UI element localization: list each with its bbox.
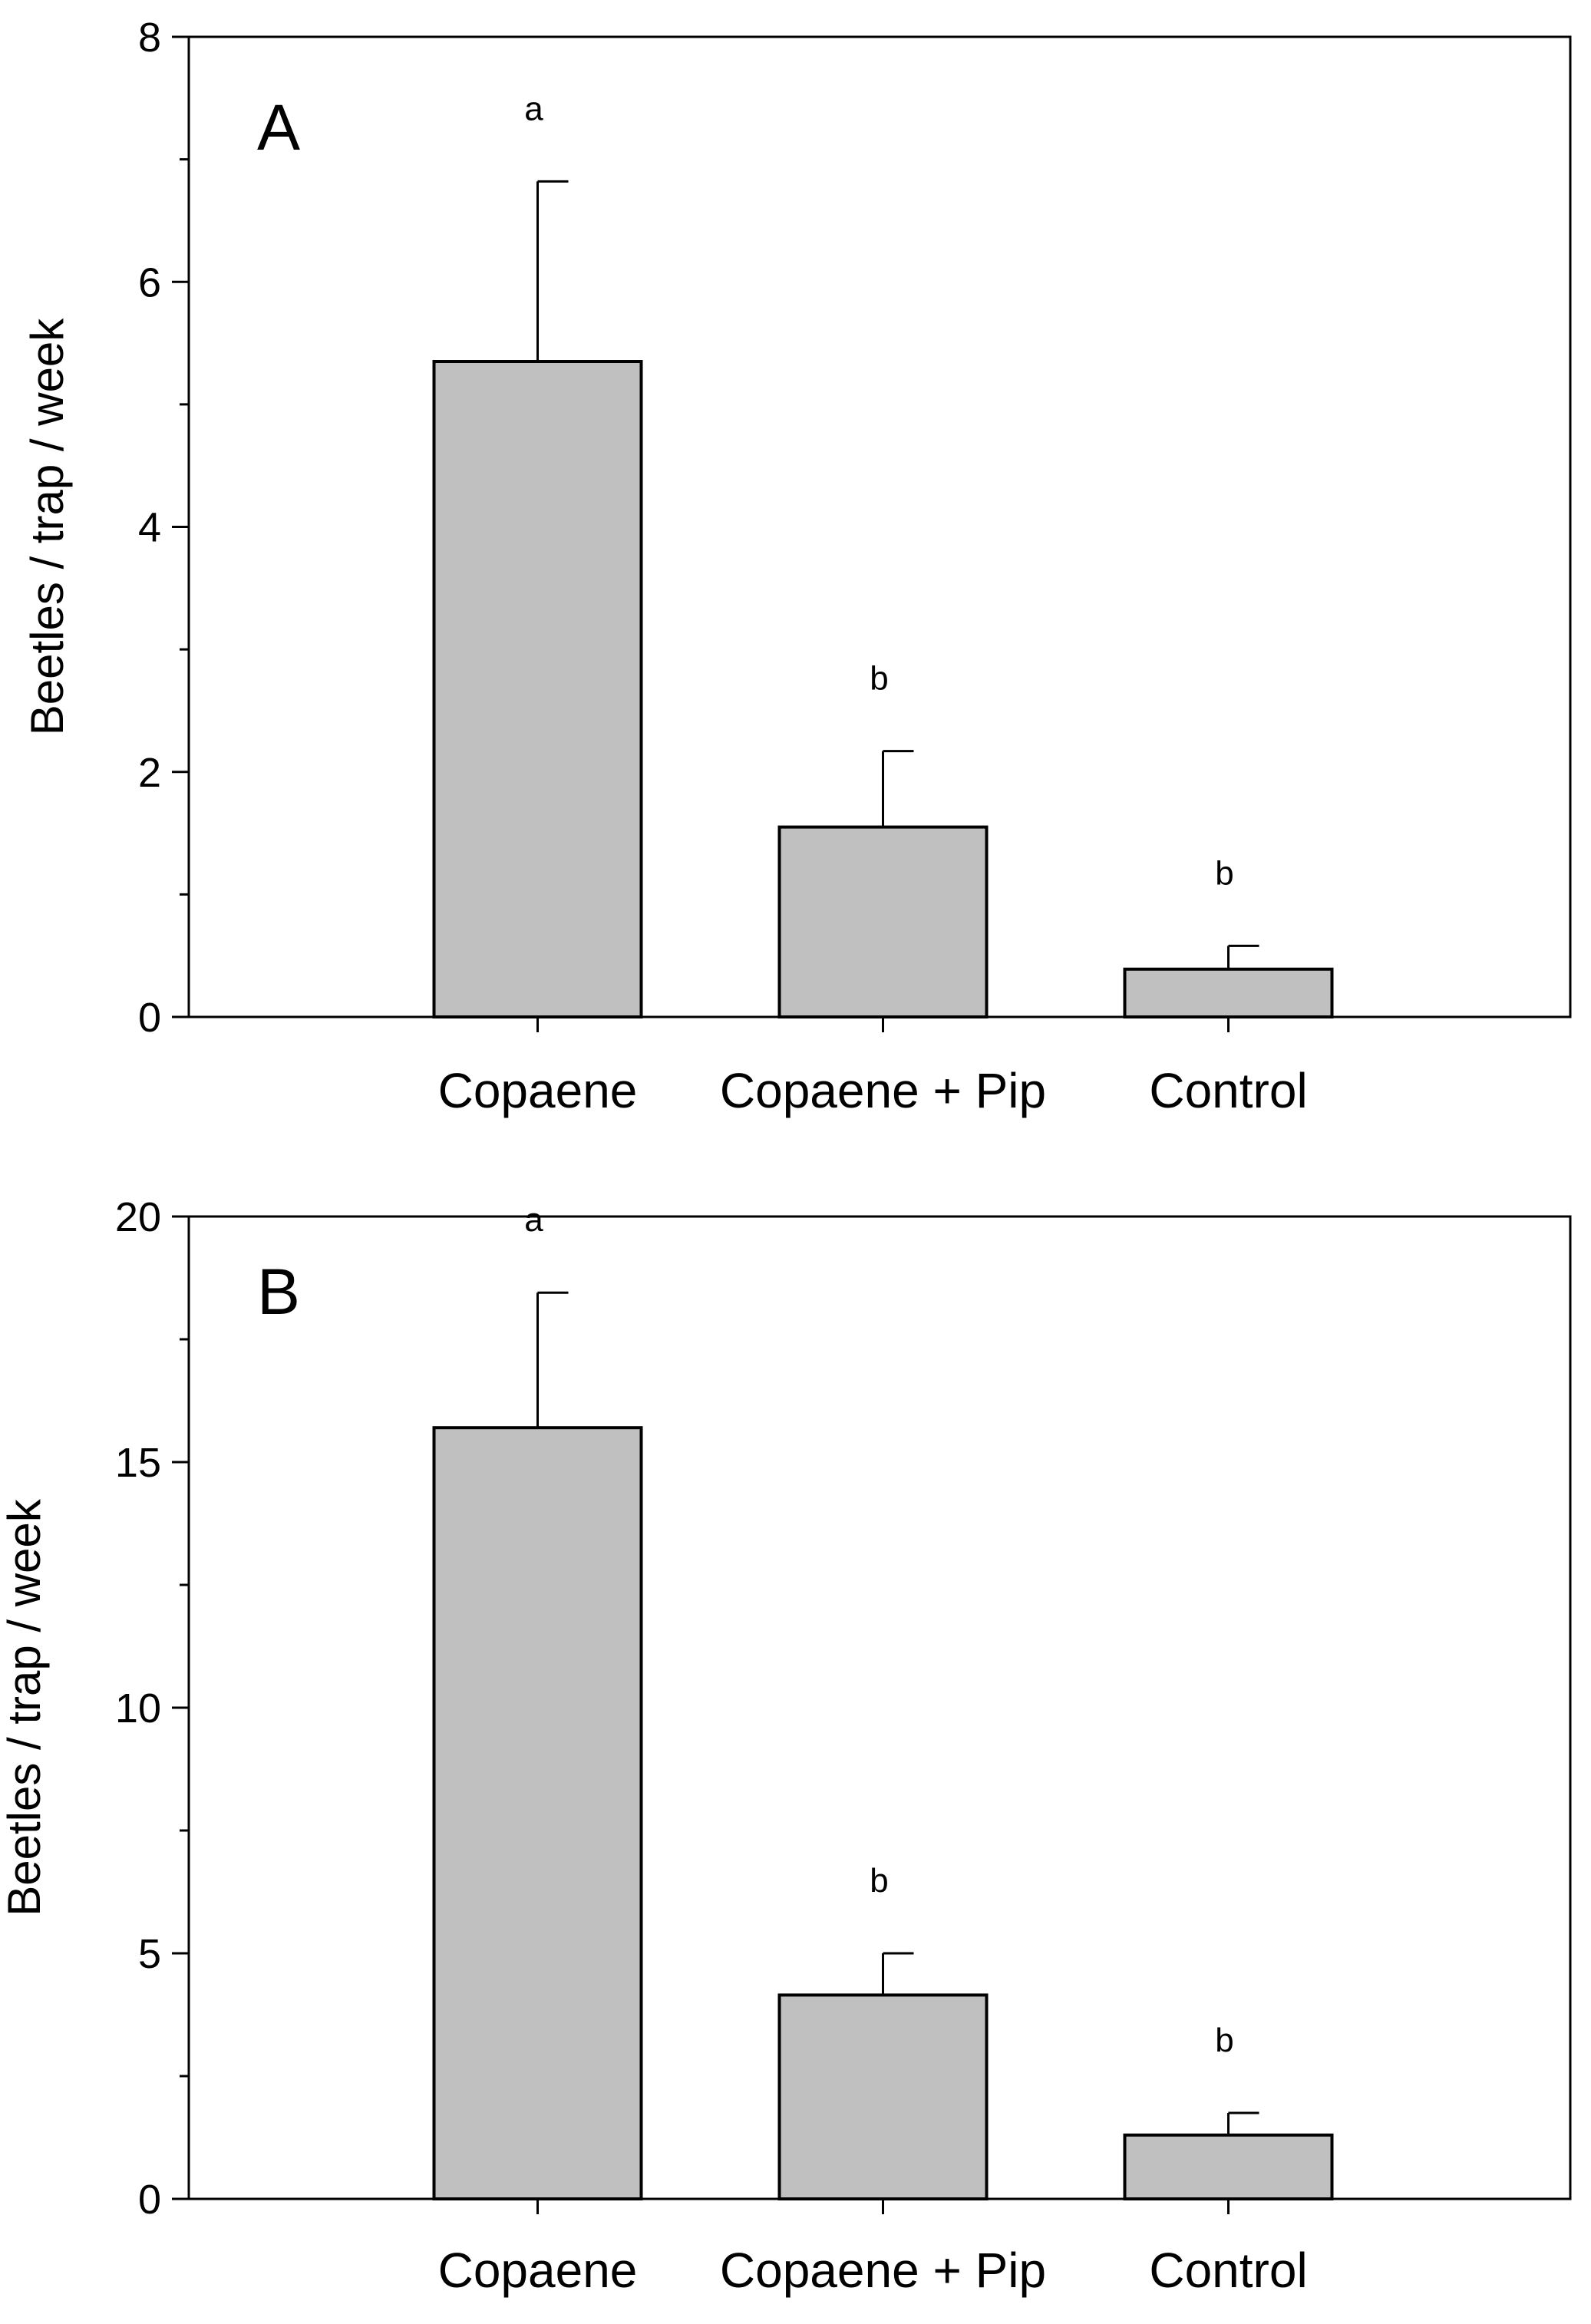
- y-axis-label: Beetles / trap / week: [0, 1498, 50, 1916]
- y-tick-label: 6: [138, 259, 161, 305]
- y-tick-label: 5: [138, 1931, 161, 1977]
- y-axis-label: Beetles / trap / week: [21, 318, 73, 736]
- significance-label: b: [1215, 2022, 1233, 2059]
- y-tick-label: 10: [115, 1685, 161, 1731]
- category-label: Copaene + Pip: [720, 1063, 1046, 1118]
- panel-b: 0 5 10 15 20 Beetles / trap / week Ba Copaene b C…: [0, 1194, 1572, 2298]
- bar-copaene-pip: [777, 825, 989, 1019]
- significance-label: b: [1215, 854, 1233, 892]
- significance-label: b: [870, 1862, 888, 1900]
- panel-label: A: [257, 91, 300, 163]
- y-tick-label: 0: [138, 2177, 161, 2223]
- significance-label: a: [524, 1201, 543, 1239]
- significance-label: a: [524, 90, 543, 127]
- panel-label: B: [257, 1256, 300, 1328]
- panel-a: 0 2 4 6 8 Beetles / trap / week A a Copaene b Copa…: [21, 15, 1572, 1118]
- category-label: Copaene: [438, 1063, 638, 1118]
- bar-control: [1123, 967, 1334, 1018]
- category-label: Copaene: [438, 2243, 638, 2298]
- category-label: Control: [1149, 1063, 1307, 1118]
- bar-copaene: [432, 360, 643, 1019]
- y-tick-label: 4: [138, 505, 161, 551]
- bar-copaene-pip: [777, 1993, 989, 2200]
- bar-copaene: [432, 1426, 643, 2200]
- bar-control: [1123, 2133, 1334, 2201]
- significance-label: b: [870, 660, 888, 698]
- y-tick-label: 20: [115, 1194, 161, 1240]
- y-tick-label: 8: [138, 15, 161, 61]
- y-tick-label: 2: [138, 750, 161, 796]
- y-tick-label: 15: [115, 1440, 161, 1486]
- category-label: Copaene + Pip: [720, 2243, 1046, 2298]
- category-label: Control: [1149, 2243, 1307, 2298]
- y-tick-label: 0: [138, 995, 161, 1041]
